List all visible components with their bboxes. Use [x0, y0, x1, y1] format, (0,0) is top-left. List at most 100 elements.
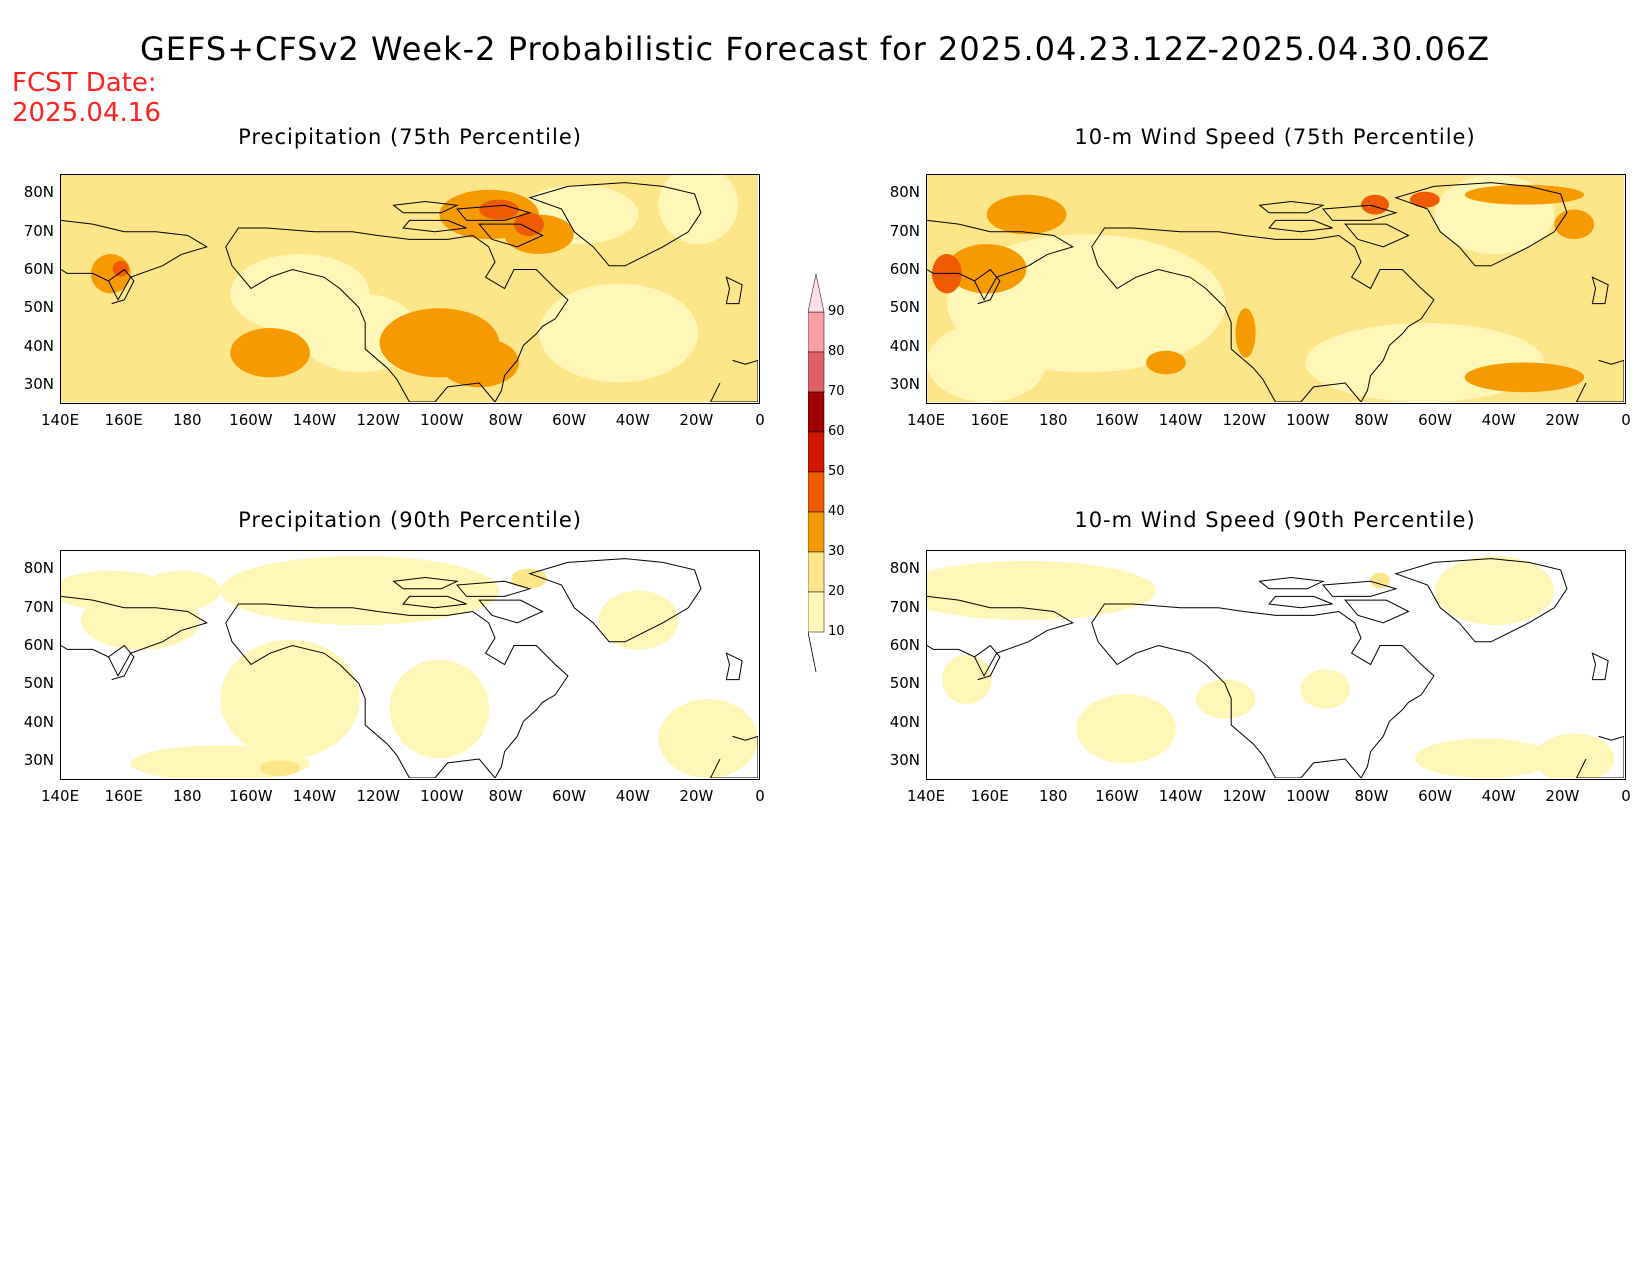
probability-region	[946, 244, 1027, 294]
lat-tick-label: 30N	[23, 374, 54, 393]
lon-tick-label: 0	[1621, 787, 1631, 805]
coastline-arctic-island	[1268, 595, 1333, 609]
probability-region	[1464, 362, 1585, 393]
lon-tick-label: 60W	[552, 787, 587, 805]
coastline-north-america	[1091, 227, 1435, 402]
lon-tick-label: 40W	[1481, 787, 1516, 805]
coastline-north-america	[225, 603, 569, 778]
probability-region	[658, 699, 758, 778]
probability-region	[1361, 194, 1390, 215]
forecast-date-value: 2025.04.16	[12, 98, 161, 128]
coastline-arctic-island	[478, 223, 544, 248]
probability-region	[1464, 184, 1585, 205]
coastline-north-america	[1091, 603, 1435, 778]
lon-tick-label: 60W	[552, 411, 587, 429]
coastline-arctic-island	[455, 204, 532, 221]
panel-title-wind-90: 10-m Wind Speed (90th Percentile)	[1074, 508, 1476, 532]
colorbar	[808, 273, 825, 673]
main-title: GEFS+CFSv2 Week-2 Probabilistic Forecast…	[140, 30, 1491, 68]
probability-region	[538, 283, 699, 383]
probability-region	[511, 568, 547, 589]
lat-tick-label: 30N	[23, 750, 54, 769]
probability-region	[1195, 679, 1256, 719]
lon-tick-label: 120W	[1222, 787, 1266, 805]
coastline-arctic-island	[455, 580, 532, 597]
lon-tick-label: 20W	[679, 787, 714, 805]
probability-region	[220, 555, 500, 626]
map-canvas	[61, 551, 758, 778]
coastline-siberia	[61, 595, 208, 677]
coastline-kamchatka	[108, 644, 135, 681]
lat-tick-label: 30N	[889, 750, 920, 769]
lat-tick-label: 60N	[23, 259, 54, 278]
coastline-arctic-island	[478, 599, 544, 624]
lon-tick-label: 0	[755, 787, 765, 805]
coastline-siberia	[61, 219, 208, 301]
coastline-arctic-island	[1344, 599, 1410, 624]
probability-region	[927, 560, 1156, 621]
lon-tick-label: 20W	[1545, 411, 1580, 429]
coastline-africa	[709, 735, 758, 778]
probability-region	[112, 260, 129, 277]
map-canvas	[927, 175, 1624, 402]
lon-tick-label: 120W	[1222, 411, 1266, 429]
lat-tick-label: 80N	[889, 183, 920, 202]
lon-tick-label: 140W	[292, 787, 337, 805]
coastline-arctic-island	[402, 219, 467, 233]
lat-tick-label: 50N	[23, 298, 54, 317]
probability-region	[230, 327, 310, 378]
lon-tick-label: 80W	[1354, 787, 1389, 805]
lon-tick-label: 120W	[356, 787, 400, 805]
colorbar-level-label: 60	[828, 424, 845, 439]
coastline-arctic-island	[1321, 204, 1398, 221]
lon-tick-label: 160W	[1095, 787, 1139, 805]
probability-region	[260, 760, 300, 777]
lon-tick-label: 140E	[40, 411, 80, 429]
lat-tick-label: 50N	[23, 674, 54, 693]
coastline-north-america	[225, 227, 569, 402]
forecast-date: FCST Date: 2025.04.16	[12, 68, 161, 128]
lon-tick-label: 40W	[615, 411, 650, 429]
coastline-europe	[725, 276, 743, 305]
lon-tick-label: 60W	[1418, 411, 1453, 429]
lon-tick-label: 140W	[1158, 411, 1203, 429]
coastline-kamchatka	[974, 644, 1001, 681]
probability-region	[389, 659, 490, 759]
panel-title-precip-75: Precipitation (75th Percentile)	[238, 125, 582, 149]
probability-region	[439, 337, 520, 388]
coastline-greenland	[528, 558, 702, 643]
coastline-siberia	[927, 595, 1074, 677]
colorbar-swatch	[808, 311, 825, 353]
probability-region	[1409, 191, 1440, 208]
probability-region	[941, 654, 992, 704]
colorbar-swatch	[808, 391, 825, 433]
lon-tick-label: 0	[755, 411, 765, 429]
lon-tick-label: 120W	[356, 411, 400, 429]
lat-tick-label: 50N	[889, 298, 920, 317]
colorbar-level-label: 30	[828, 544, 845, 559]
probability-region	[598, 590, 679, 650]
coastline-africa	[709, 359, 758, 402]
lon-tick-label: 160E	[104, 411, 143, 429]
lon-tick-label: 140W	[292, 411, 337, 429]
coastline-greenland	[1394, 182, 1568, 267]
coastline-arctic-island	[1344, 223, 1410, 248]
lat-tick-label: 80N	[23, 559, 54, 578]
lat-tick-label: 80N	[889, 559, 920, 578]
lat-tick-label: 40N	[889, 336, 920, 355]
coastline-kamchatka	[974, 268, 1001, 305]
coastline-greenland	[1394, 558, 1568, 643]
lon-tick-label: 140E	[906, 787, 946, 805]
coastline-africa	[1575, 735, 1624, 778]
lon-tick-label: 160E	[970, 411, 1009, 429]
lon-tick-label: 180	[172, 411, 202, 429]
lon-tick-label: 80W	[488, 411, 523, 429]
coastline-arctic-island	[1321, 580, 1398, 597]
lat-tick-label: 70N	[889, 597, 920, 616]
probability-region	[1554, 209, 1595, 240]
lon-tick-label: 160E	[104, 787, 143, 805]
map-canvas	[61, 175, 758, 402]
lon-tick-label: 20W	[679, 411, 714, 429]
probability-region	[514, 212, 544, 237]
lat-tick-label: 60N	[889, 635, 920, 654]
